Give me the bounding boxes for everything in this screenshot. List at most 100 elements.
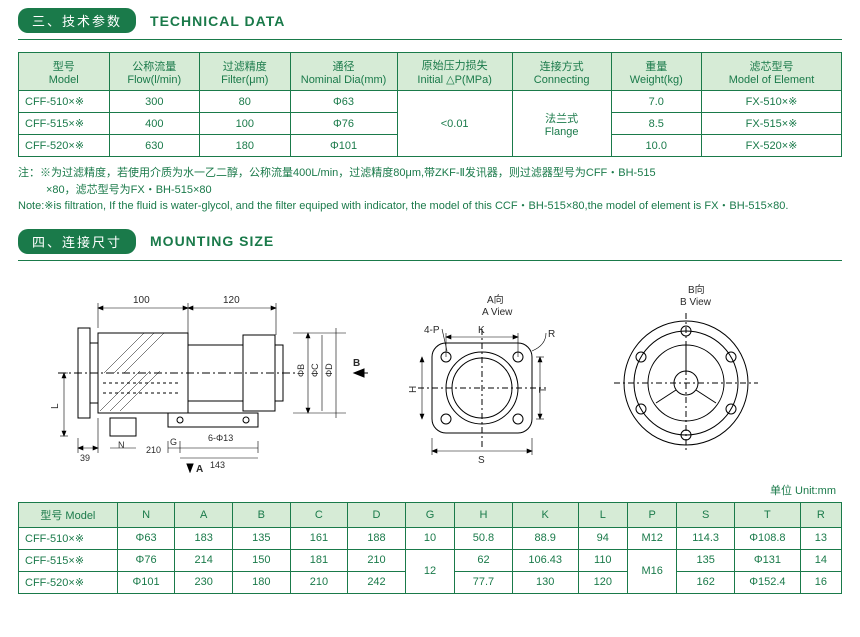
col-dia-en: Nominal Dia(mm): [293, 74, 395, 86]
cell: 80: [200, 91, 291, 113]
col-dp-cn: 原始压力损失: [400, 57, 510, 73]
cell: FX-515×※: [702, 113, 842, 135]
col-weight-en: Weight(kg): [614, 74, 700, 86]
phi-b: ΦB: [296, 363, 306, 376]
cell: 106.43: [512, 549, 578, 571]
cell: 7.0: [611, 91, 702, 113]
b-view-cn: B向: [688, 283, 705, 296]
col-K: K: [512, 502, 578, 527]
section2-header: 四、连接尺寸 MOUNTING SIZE: [18, 229, 842, 254]
col-S: S: [677, 502, 735, 527]
cell: CFF-510×※: [19, 91, 110, 113]
cell: 242: [348, 571, 406, 593]
col-model-cn: 型号: [21, 58, 107, 74]
dim-100: 100: [133, 295, 150, 306]
cell: 16: [800, 571, 841, 593]
note-cn1: 注：※为过滤精度，若使用介质为水一乙二醇，公称流量400L/min，过滤精度80…: [18, 165, 842, 182]
cell: 180: [200, 135, 291, 157]
col-R: R: [800, 502, 841, 527]
cell: FX-520×※: [702, 135, 842, 157]
dim-N: N: [118, 440, 125, 450]
cell: Φ131: [734, 549, 800, 571]
b-view-diagram: B向 B View: [596, 273, 776, 476]
dim-T: T: [538, 386, 549, 392]
cell: FX-510×※: [702, 91, 842, 113]
col-model-en: Model: [21, 74, 107, 86]
cell: 110: [578, 549, 627, 571]
section1-title-en: TECHNICAL DATA: [150, 13, 285, 29]
dim-143: 143: [210, 460, 225, 470]
table-row: CFF-515×※ Φ76 214 150 181 210 12 62 106.…: [19, 549, 842, 571]
dim-39: 39: [80, 453, 90, 463]
cell: 162: [677, 571, 735, 593]
col-model: 型号 Model: [19, 502, 118, 527]
dim-L: L: [50, 403, 61, 409]
cell: 188: [348, 527, 406, 549]
cell: 77.7: [455, 571, 513, 593]
cell: 630: [109, 135, 200, 157]
cell: 10: [405, 527, 454, 549]
cell: CFF-515×※: [19, 113, 110, 135]
cell-p-span: M16: [627, 549, 676, 593]
cell: 214: [175, 549, 233, 571]
cell: Φ76: [290, 113, 397, 135]
cell: CFF-515×※: [19, 549, 118, 571]
phi-d: ΦD: [324, 362, 334, 376]
cell: 300: [109, 91, 200, 113]
cell: Φ101: [117, 571, 175, 593]
cell: 130: [512, 571, 578, 593]
cell: 120: [578, 571, 627, 593]
cell: 230: [175, 571, 233, 593]
cell: Φ101: [290, 135, 397, 157]
cell: 181: [290, 549, 348, 571]
cell: 100: [200, 113, 291, 135]
cell: 135: [677, 549, 735, 571]
col-D: D: [348, 502, 406, 527]
cell-connecting: 法兰式 Flange: [512, 91, 611, 157]
cell: CFF-510×※: [19, 527, 118, 549]
cell: 210: [290, 571, 348, 593]
cell: 13: [800, 527, 841, 549]
cell: 14: [800, 549, 841, 571]
cell: Φ108.8: [734, 527, 800, 549]
col-B: B: [232, 502, 290, 527]
table-header-row: 型号Model 公称流量Flow(l/min) 过滤精度Filter(μm) 通…: [19, 53, 842, 91]
dim-G: G: [170, 437, 177, 447]
cell: 400: [109, 113, 200, 135]
col-L: L: [578, 502, 627, 527]
table-row: CFF-510×※ 300 80 Φ63 <0.01 法兰式 Flange 7.…: [19, 91, 842, 113]
cell: 135: [232, 527, 290, 549]
col-A: A: [175, 502, 233, 527]
table-row: CFF-510×※ Φ63 183 135 161 188 10 50.8 88…: [19, 527, 842, 549]
col-conn-cn: 连接方式: [515, 58, 609, 74]
technical-data-table: 型号Model 公称流量Flow(l/min) 过滤精度Filter(μm) 通…: [18, 52, 842, 157]
cell: 94: [578, 527, 627, 549]
col-T: T: [734, 502, 800, 527]
cell: CFF-520×※: [19, 135, 110, 157]
diagram-row: 100 120 ΦB ΦC ΦD B: [18, 273, 842, 476]
note-cn2: ×80，滤芯型号为FX・BH-515×80: [18, 182, 842, 199]
col-elem-cn: 滤芯型号: [704, 58, 839, 74]
cell: Φ76: [117, 549, 175, 571]
cell: M12: [627, 527, 676, 549]
col-elem-en: Model of Element: [704, 74, 839, 86]
connecting-cn: 法兰式: [515, 110, 609, 126]
cell: 10.0: [611, 135, 702, 157]
col-N: N: [117, 502, 175, 527]
col-G: G: [405, 502, 454, 527]
cell: 180: [232, 571, 290, 593]
section2-title-en: MOUNTING SIZE: [150, 233, 274, 249]
cell: CFF-520×※: [19, 571, 118, 593]
cell: Φ63: [290, 91, 397, 113]
cell-g-span: 12: [405, 549, 454, 593]
cell: Φ63: [117, 527, 175, 549]
dim-210: 210: [146, 445, 161, 455]
cell: 62: [455, 549, 513, 571]
unit-label: 单位 Unit:mm: [18, 482, 836, 498]
connecting-en: Flange: [515, 126, 609, 138]
col-H: H: [455, 502, 513, 527]
cell: 183: [175, 527, 233, 549]
table-header-row: 型号 Model N A B C D G H K L P S T R: [19, 502, 842, 527]
mounting-size-table: 型号 Model N A B C D G H K L P S T R CFF-5…: [18, 502, 842, 594]
cell: 8.5: [611, 113, 702, 135]
